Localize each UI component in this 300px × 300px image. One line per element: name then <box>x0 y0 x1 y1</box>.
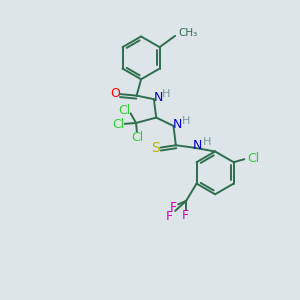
Text: Cl: Cl <box>118 104 131 117</box>
Text: O: O <box>110 87 120 100</box>
Text: CH₃: CH₃ <box>178 28 197 38</box>
Text: H: H <box>202 137 211 147</box>
Text: H: H <box>162 89 170 99</box>
Text: F: F <box>166 210 173 223</box>
Text: Cl: Cl <box>247 152 260 165</box>
Text: Cl: Cl <box>113 118 125 131</box>
Text: S: S <box>151 141 159 155</box>
Text: N: N <box>193 139 203 152</box>
Text: F: F <box>182 209 189 222</box>
Text: Cl: Cl <box>131 131 144 144</box>
Text: F: F <box>170 201 177 214</box>
Text: N: N <box>153 92 163 104</box>
Text: H: H <box>182 116 191 126</box>
Text: N: N <box>173 118 182 131</box>
